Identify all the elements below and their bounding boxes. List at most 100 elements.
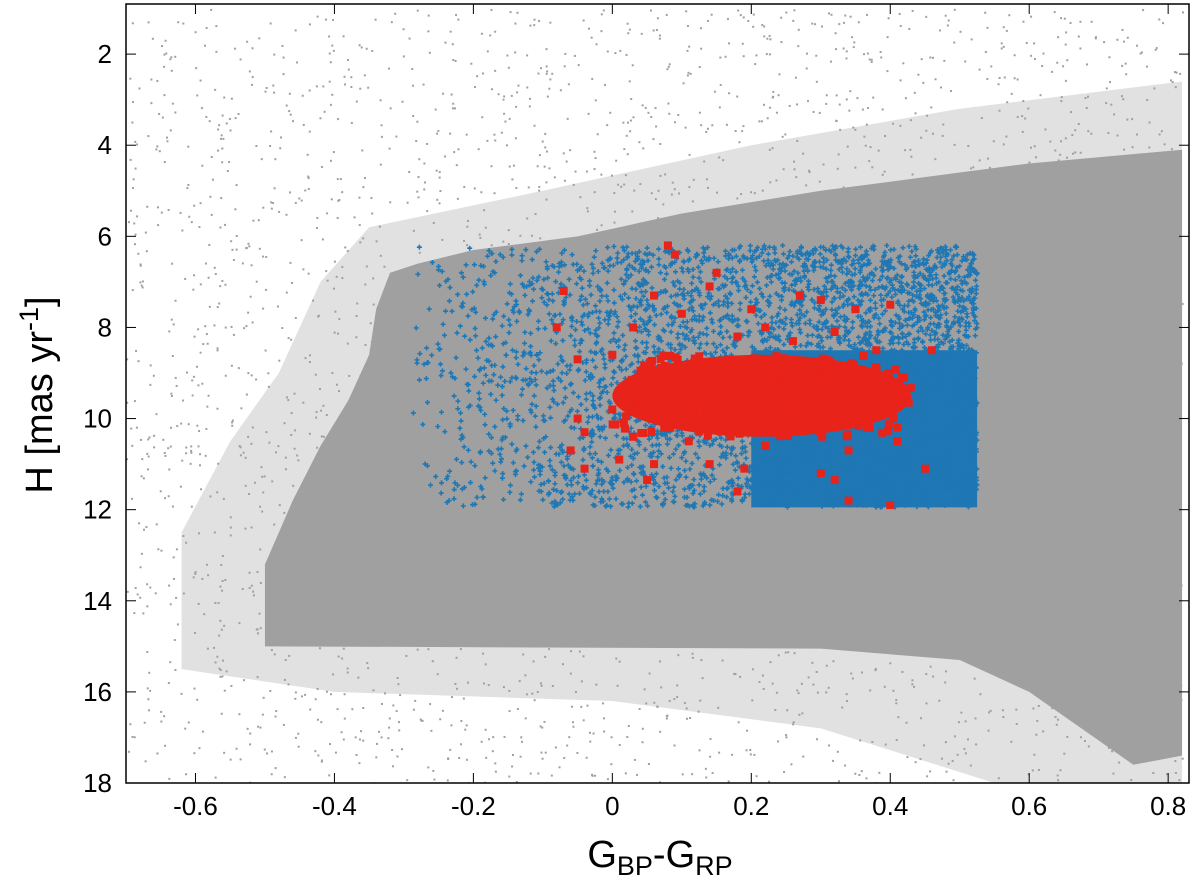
gray-point bbox=[596, 228, 599, 231]
gray-point bbox=[388, 439, 391, 442]
gray-point bbox=[925, 15, 928, 18]
gray-point bbox=[269, 144, 272, 147]
gray-point bbox=[572, 721, 575, 724]
gray-point bbox=[886, 248, 889, 251]
gray-point bbox=[1083, 511, 1086, 514]
blue-point bbox=[684, 333, 690, 339]
gray-point bbox=[229, 534, 232, 537]
gray-point bbox=[288, 110, 291, 113]
gray-point bbox=[765, 53, 768, 56]
gray-point bbox=[403, 608, 406, 611]
gray-point bbox=[429, 336, 432, 339]
gray-point bbox=[837, 218, 840, 221]
gray-point bbox=[1122, 368, 1125, 371]
gray-point bbox=[201, 730, 204, 733]
gray-point bbox=[1088, 277, 1091, 280]
gray-point bbox=[992, 454, 995, 457]
gray-point bbox=[510, 245, 513, 248]
gray-point bbox=[716, 604, 719, 607]
gray-point bbox=[941, 134, 944, 137]
gray-point bbox=[240, 407, 243, 410]
gray-point bbox=[786, 262, 789, 265]
blue-point bbox=[871, 293, 877, 299]
gray-point bbox=[753, 192, 756, 195]
gray-point bbox=[660, 686, 663, 689]
gray-point bbox=[439, 718, 442, 721]
gray-point bbox=[167, 209, 170, 212]
gray-point bbox=[192, 375, 195, 378]
gray-point bbox=[129, 158, 132, 161]
gray-point bbox=[315, 416, 318, 419]
gray-point bbox=[960, 643, 963, 646]
gray-point bbox=[141, 286, 144, 289]
gray-point bbox=[1042, 256, 1045, 259]
gray-point bbox=[797, 241, 800, 244]
blue-point bbox=[755, 245, 761, 251]
gray-point bbox=[343, 693, 346, 696]
gray-point bbox=[1025, 195, 1028, 198]
gray-point bbox=[229, 758, 232, 761]
gray-point bbox=[1059, 669, 1062, 672]
gray-point bbox=[1031, 769, 1034, 772]
gray-point bbox=[1147, 584, 1150, 587]
gray-point bbox=[543, 589, 546, 592]
gray-point bbox=[146, 468, 149, 471]
blue-point bbox=[923, 331, 929, 337]
gray-point bbox=[261, 713, 264, 716]
gray-point bbox=[452, 603, 455, 606]
gray-point bbox=[1073, 299, 1076, 302]
blue-point bbox=[821, 283, 827, 289]
gray-point bbox=[1001, 709, 1004, 712]
blue-point bbox=[640, 492, 646, 498]
gray-point bbox=[282, 73, 285, 76]
gray-point bbox=[540, 751, 543, 754]
gray-point bbox=[578, 624, 581, 627]
gray-point bbox=[146, 452, 149, 455]
gray-point bbox=[349, 588, 352, 591]
blue-point bbox=[643, 289, 649, 295]
gray-point bbox=[207, 574, 210, 577]
blue-point bbox=[595, 424, 601, 430]
gray-point bbox=[533, 523, 536, 526]
gray-point bbox=[184, 773, 187, 776]
gray-point bbox=[687, 630, 690, 633]
gray-point bbox=[441, 412, 444, 415]
gray-point bbox=[1160, 238, 1163, 241]
gray-point bbox=[1119, 663, 1122, 666]
gray-point bbox=[709, 755, 712, 758]
blue-point bbox=[974, 466, 980, 472]
gray-point bbox=[964, 752, 967, 755]
blue-point bbox=[579, 285, 585, 291]
gray-point bbox=[546, 409, 549, 412]
gray-point bbox=[256, 632, 259, 635]
gray-point bbox=[315, 85, 318, 88]
gray-point bbox=[617, 364, 620, 367]
gray-point bbox=[1037, 693, 1040, 696]
gray-point bbox=[1159, 504, 1162, 507]
gray-point bbox=[587, 112, 590, 115]
gray-point bbox=[494, 624, 497, 627]
gray-point bbox=[528, 628, 531, 631]
blue-point bbox=[666, 485, 672, 491]
gray-point bbox=[322, 435, 325, 438]
gray-point bbox=[1049, 140, 1052, 143]
gray-point bbox=[362, 739, 365, 742]
gray-point bbox=[143, 721, 146, 724]
gray-point bbox=[126, 590, 129, 593]
gray-point bbox=[1052, 424, 1055, 427]
blue-point bbox=[447, 285, 453, 291]
gray-point bbox=[329, 103, 332, 106]
gray-point bbox=[598, 369, 601, 372]
gray-point bbox=[1077, 646, 1080, 649]
gray-point bbox=[608, 570, 611, 573]
blue-point bbox=[739, 267, 745, 273]
gray-point bbox=[1082, 330, 1085, 333]
blue-point bbox=[443, 278, 449, 284]
gray-point bbox=[364, 283, 367, 286]
gray-point bbox=[531, 464, 534, 467]
blue-point bbox=[639, 265, 645, 271]
gray-point bbox=[797, 28, 800, 31]
blue-point bbox=[429, 352, 435, 358]
gray-point bbox=[465, 133, 468, 136]
gray-point bbox=[369, 388, 372, 391]
